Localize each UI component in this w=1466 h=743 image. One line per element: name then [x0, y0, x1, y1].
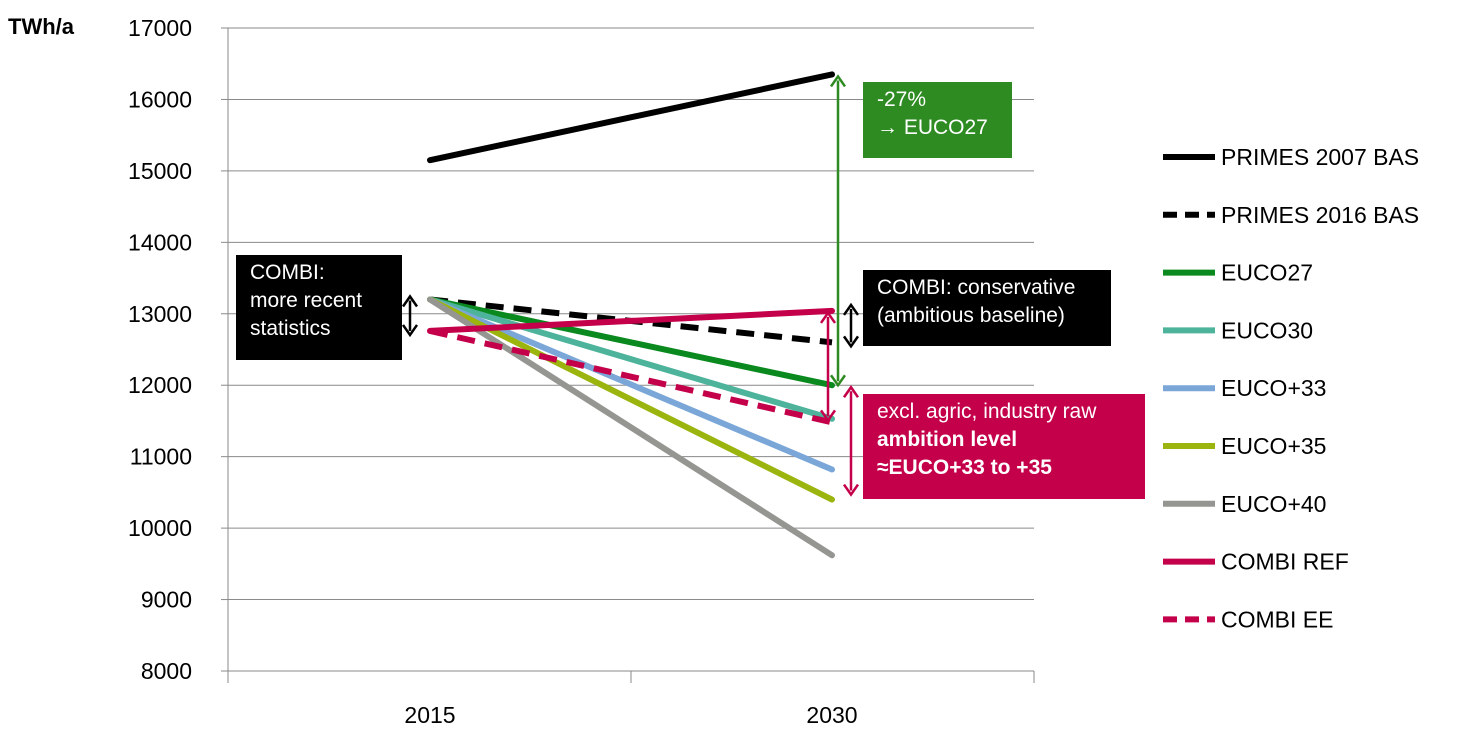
annotation-line: -27%	[877, 88, 927, 111]
series-combi-ref	[427, 307, 835, 334]
annotation-ambition-level: excl. agric, industry raw ambition level ≈…	[863, 394, 1145, 499]
y-tick-label: 9000	[141, 587, 192, 613]
x-tick-label: 2030	[806, 702, 857, 728]
y-tick-label: 17000	[128, 15, 192, 41]
arrow-combi-ref-to-ee	[819, 310, 837, 423]
legend: PRIMES 2007 BAS PRIMES 2016 BAS EUCO27 EUCO…	[1163, 144, 1419, 632]
annotation-line: COMBI: conservative	[877, 276, 1076, 299]
annotation-line: statistics	[250, 317, 331, 340]
series-euco-35	[427, 296, 835, 503]
annotation-line: → EUCO27	[877, 116, 988, 139]
legend-label: EUCO27	[1221, 260, 1313, 286]
annotation-euco27: -27% → EUCO27	[863, 82, 1012, 158]
legend-label: PRIMES 2007 BAS	[1221, 144, 1419, 170]
y-axis-label: TWh/a	[8, 14, 75, 39]
series-euco30	[427, 296, 835, 422]
series-combi-ee	[429, 327, 833, 426]
x-tick-label: 2015	[404, 702, 455, 728]
legend-label: EUCO+40	[1221, 491, 1326, 517]
series-lines	[427, 71, 835, 559]
annotation-line: (ambitious baseline)	[877, 304, 1065, 327]
legend-label: PRIMES 2016 BAS	[1221, 202, 1419, 228]
y-tick-label: 11000	[130, 444, 192, 470]
series-euco-40	[427, 296, 835, 559]
series-primes-2007-bas	[427, 71, 835, 164]
arrow-conservative	[842, 302, 860, 349]
y-tick-label: 16000	[128, 86, 192, 112]
annotation-line-bold: ambition level	[877, 428, 1018, 451]
x-axis: 2015 2030	[227, 28, 1035, 728]
annotation-more-recent-statistics: COMBI: more recent statistics	[236, 255, 402, 360]
legend-label: COMBI EE	[1221, 606, 1333, 632]
legend-label: EUCO+35	[1221, 433, 1326, 459]
legend-label: EUCO30	[1221, 317, 1313, 343]
annotation-line: excl. agric, industry raw	[877, 400, 1097, 423]
annotation-arrows	[401, 74, 860, 497]
legend-label: COMBI REF	[1221, 549, 1349, 575]
y-tick-label: 8000	[141, 658, 192, 684]
annotation-line: COMBI:	[250, 261, 325, 284]
y-axis-ticks: 8000 9000 10000 11000 12000 13000 14000 15000 16…	[128, 15, 228, 684]
annotation-line-bold: ≈EUCO+33 to +35	[877, 456, 1052, 479]
annotation-conservative: COMBI: conservative (ambitious baseline)	[863, 270, 1111, 346]
y-tick-label: 13000	[128, 301, 192, 327]
y-tick-label: 10000	[128, 515, 192, 541]
y-tick-label: 12000	[128, 372, 192, 398]
arrow-recent-statistics	[401, 294, 419, 338]
arrow-euco27	[829, 74, 847, 388]
annotation-line: more recent	[250, 289, 363, 312]
series-euco27	[427, 296, 835, 389]
legend-label: EUCO+33	[1221, 375, 1326, 401]
y-tick-label: 15000	[128, 158, 192, 184]
y-tick-label: 14000	[128, 229, 192, 255]
arrow-ambition-level	[842, 385, 860, 497]
